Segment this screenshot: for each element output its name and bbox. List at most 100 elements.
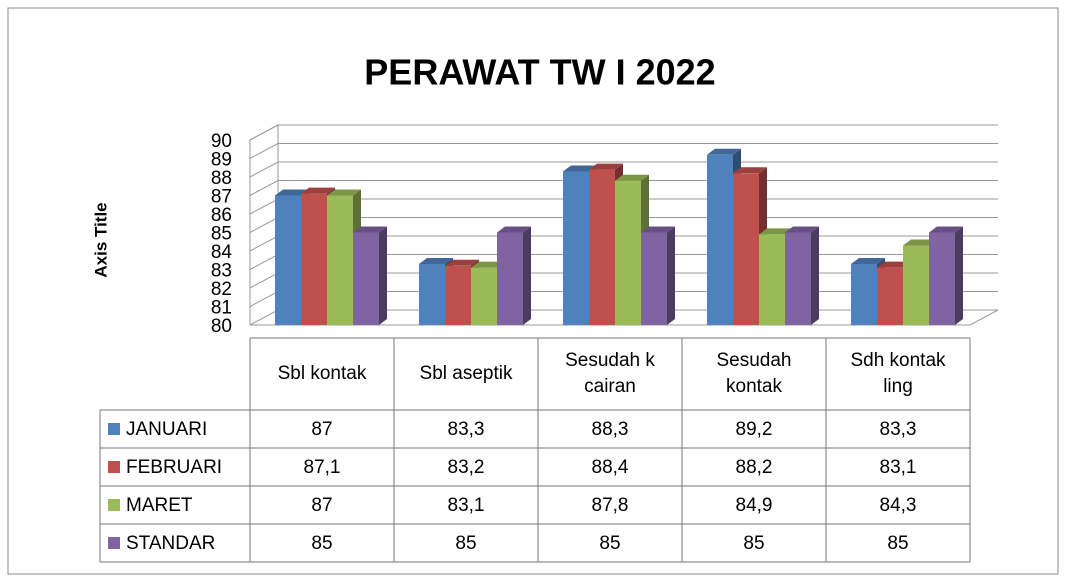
legend-swatch bbox=[108, 461, 120, 473]
y-tick-label: 84 bbox=[211, 242, 233, 263]
y-tick-label: 83 bbox=[211, 261, 232, 282]
category-label: Sbl kontak bbox=[277, 363, 367, 385]
bar bbox=[497, 232, 523, 325]
table-value: 83,2 bbox=[448, 457, 485, 478]
bar-top bbox=[641, 226, 675, 233]
table-value: 85 bbox=[887, 533, 908, 554]
bar bbox=[353, 232, 379, 325]
bar-side bbox=[667, 226, 675, 325]
chart-title: PERAWAT TW I 2022 bbox=[364, 52, 715, 93]
bar bbox=[641, 232, 667, 325]
bar-top bbox=[497, 226, 531, 233]
legend-swatch bbox=[108, 499, 120, 511]
grid-line bbox=[249, 124, 998, 141]
bar bbox=[615, 180, 641, 325]
bar-top bbox=[353, 226, 387, 233]
bar-top bbox=[275, 189, 309, 196]
grid-line bbox=[249, 161, 998, 178]
bar-top bbox=[615, 174, 649, 181]
table-value: 88,4 bbox=[592, 457, 629, 478]
bar-top bbox=[419, 257, 453, 264]
bar-top bbox=[877, 261, 911, 268]
bar bbox=[301, 193, 327, 325]
legend-label: FEBRUARI bbox=[126, 457, 222, 478]
table-value: 83,1 bbox=[880, 457, 917, 478]
bar bbox=[903, 245, 929, 325]
category-label: Sbl aseptik bbox=[419, 363, 513, 385]
bar-top bbox=[929, 226, 963, 233]
category-label: Sdh kontak ling bbox=[850, 350, 946, 397]
legend-swatch bbox=[108, 537, 120, 549]
table-value: 85 bbox=[599, 533, 620, 554]
bar-top bbox=[707, 148, 741, 155]
y-tick-label: 81 bbox=[211, 298, 232, 319]
y-tick-label: 88 bbox=[211, 168, 232, 189]
bar-side bbox=[379, 226, 387, 325]
bar bbox=[327, 195, 353, 325]
bar-top bbox=[903, 239, 937, 246]
y-tick-label: 80 bbox=[211, 316, 232, 337]
legend-label: MARET bbox=[126, 495, 193, 516]
table-value: 84,9 bbox=[736, 495, 773, 516]
bar-top bbox=[851, 257, 885, 264]
bar-top bbox=[785, 226, 819, 233]
table-value: 88,3 bbox=[592, 419, 629, 440]
bar bbox=[759, 234, 785, 325]
bar-top bbox=[733, 167, 767, 174]
table-value: 85 bbox=[455, 533, 476, 554]
bar-top bbox=[327, 189, 361, 196]
bar bbox=[589, 169, 615, 325]
bar-top bbox=[471, 261, 505, 268]
table-header: Sbl aseptik bbox=[419, 363, 513, 385]
table-value: 87,8 bbox=[592, 495, 629, 516]
table-header: Sbl kontak bbox=[277, 363, 367, 385]
table-value: 84,3 bbox=[880, 495, 917, 516]
bar-top bbox=[759, 228, 793, 235]
table-value: 88,2 bbox=[736, 457, 773, 478]
table-value: 89,2 bbox=[736, 419, 773, 440]
table-header: Sesudah kontak bbox=[716, 350, 792, 397]
bar-top bbox=[563, 165, 597, 172]
bar-top bbox=[301, 187, 335, 194]
table-header: Sesudah k cairan bbox=[565, 350, 655, 397]
table-value: 85 bbox=[743, 533, 764, 554]
bar bbox=[785, 232, 811, 325]
bar-top bbox=[445, 259, 479, 266]
grid-line bbox=[249, 143, 998, 159]
bar-side bbox=[955, 226, 963, 325]
bar bbox=[733, 173, 759, 325]
bar bbox=[707, 154, 733, 325]
bar bbox=[929, 232, 955, 325]
table-value: 87 bbox=[311, 495, 332, 516]
y-tick-label: 89 bbox=[211, 150, 232, 171]
table-value: 83,3 bbox=[880, 419, 917, 440]
table-value: 83,1 bbox=[448, 495, 485, 516]
y-tick-label: 82 bbox=[211, 279, 232, 300]
legend-label: JANUARI bbox=[126, 419, 207, 440]
bar-side bbox=[811, 226, 819, 325]
table-value: 85 bbox=[311, 533, 332, 554]
category-label: Sesudah kontak bbox=[716, 350, 792, 397]
bar bbox=[419, 263, 445, 325]
bar bbox=[445, 265, 471, 325]
y-axis-title: Axis Title bbox=[91, 202, 110, 277]
bar bbox=[563, 171, 589, 325]
table-header: Sdh kontak ling bbox=[850, 350, 946, 397]
category-label: Sesudah k cairan bbox=[565, 350, 655, 397]
y-tick-label: 85 bbox=[211, 224, 232, 245]
bar bbox=[851, 263, 877, 325]
bar bbox=[275, 195, 301, 325]
bar bbox=[877, 267, 903, 325]
table-value: 87 bbox=[311, 419, 332, 440]
table-value: 83,3 bbox=[448, 419, 485, 440]
legend-label: STANDAR bbox=[126, 533, 215, 554]
bar-side bbox=[523, 226, 531, 325]
legend-swatch bbox=[108, 423, 120, 435]
y-tick-label: 86 bbox=[211, 205, 232, 226]
bar bbox=[471, 267, 497, 325]
y-tick-label: 87 bbox=[211, 187, 232, 208]
table-value: 87,1 bbox=[304, 457, 341, 478]
y-tick-label: 90 bbox=[211, 131, 232, 152]
bar-top bbox=[589, 163, 623, 170]
